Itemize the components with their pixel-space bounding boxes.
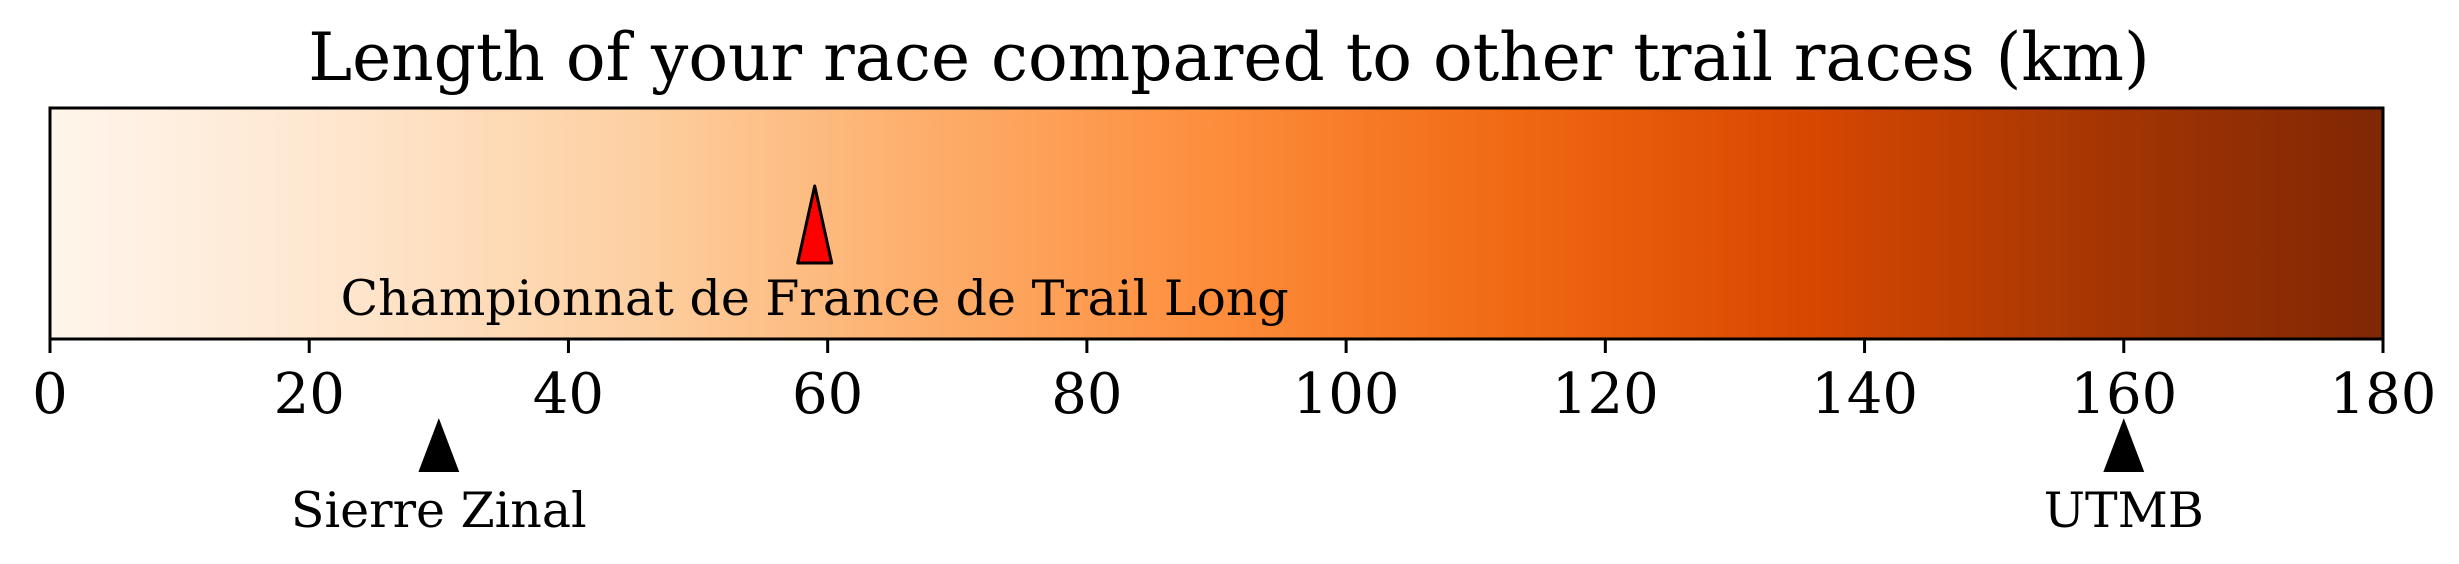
x-axis-ticks: 0 20 40 60 80 100 120 140 160 180	[32, 339, 2436, 427]
x-tick-label: 20	[274, 362, 345, 427]
x-tick-label: 140	[1811, 362, 1918, 427]
reference-race-markers: Sierre Zinal UTMB	[291, 418, 2204, 539]
x-tick-label: 80	[1051, 362, 1122, 427]
colorbar	[48, 106, 2385, 341]
x-tick-label: 100	[1293, 362, 1400, 427]
reference-race-marker	[2103, 418, 2145, 472]
x-tick-label: 160	[2070, 362, 2177, 427]
x-tick-label: 60	[792, 362, 863, 427]
reference-race-marker	[418, 418, 460, 472]
your-race-label: Championnat de France de Trail Long	[341, 270, 1289, 327]
reference-race-label: Sierre Zinal	[291, 482, 587, 539]
chart-title: Length of your race compared to other tr…	[308, 19, 2150, 96]
x-tick-label: 40	[533, 362, 604, 427]
x-tick-label: 180	[2330, 362, 2437, 427]
x-tick-label: 120	[1552, 362, 1659, 427]
your-race-marker	[796, 184, 834, 265]
x-tick-label: 0	[32, 362, 68, 427]
reference-race-label: UTMB	[2044, 482, 2204, 539]
your-race-marker-group: Championnat de France de Trail Long	[341, 184, 1289, 327]
